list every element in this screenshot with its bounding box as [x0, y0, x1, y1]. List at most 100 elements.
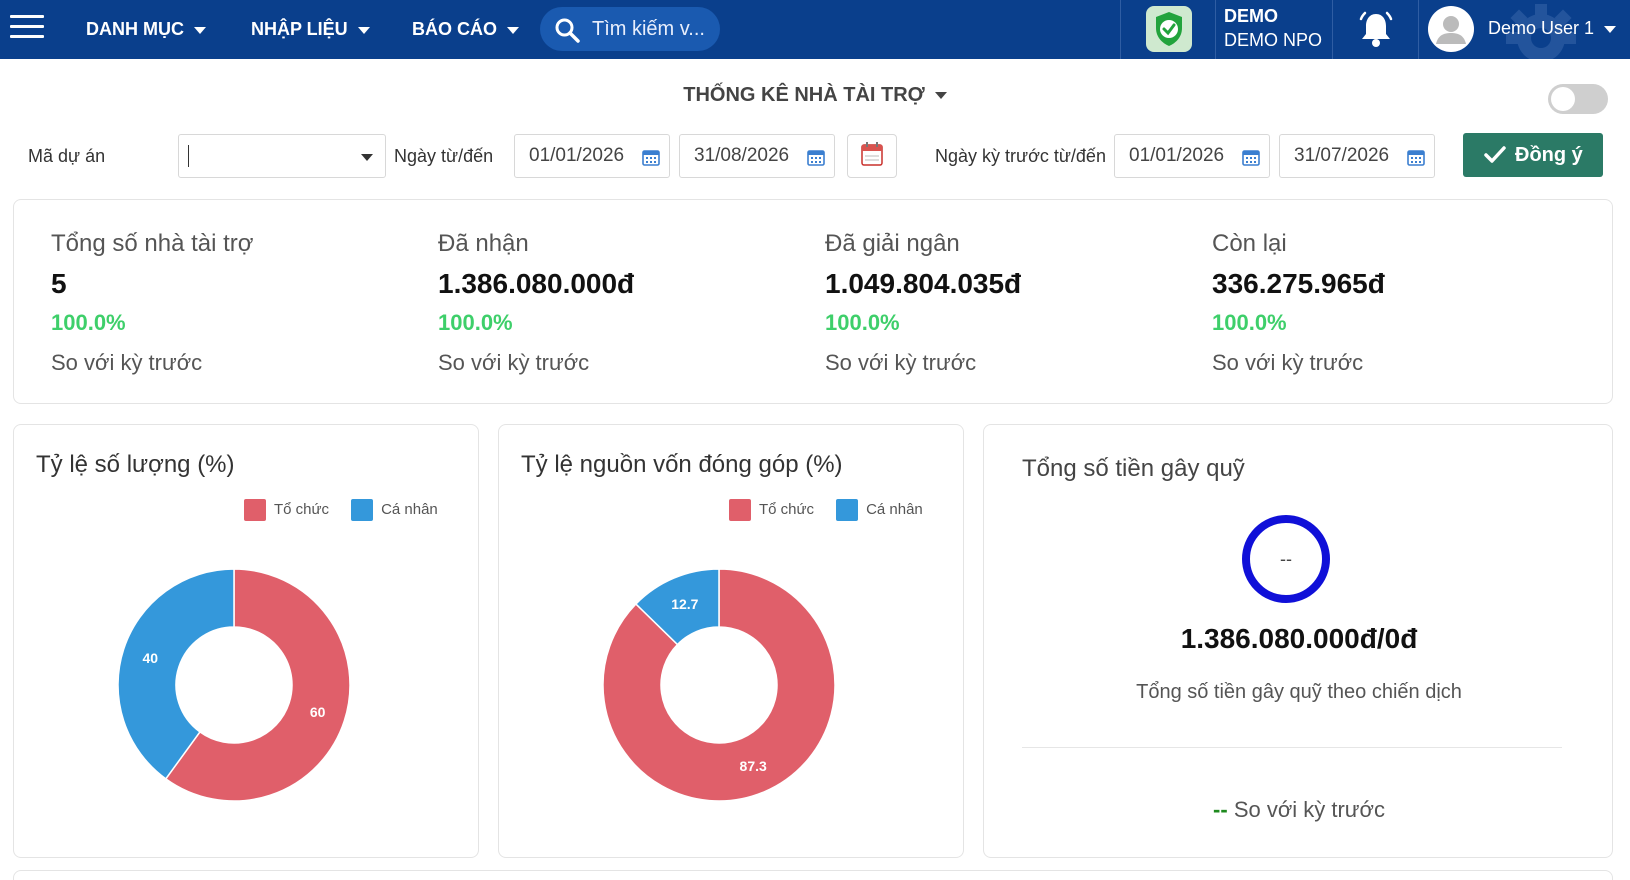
legend-item-to-chuc[interactable]: Tổ chức: [244, 499, 329, 521]
date-picker-button[interactable]: [847, 134, 897, 178]
stat-compare: So với kỳ trước: [438, 350, 590, 375]
gear-icon: [1506, 4, 1576, 59]
stat-title: Còn lại: [1212, 230, 1287, 257]
user-name: Demo User 1: [1488, 18, 1595, 38]
date-from-value: 01/01/2026: [529, 145, 625, 166]
stat-percent: 100.0%: [438, 310, 513, 335]
prev-range-label: Ngày kỳ trước từ/đến: [935, 146, 1106, 166]
date-to-input[interactable]: 31/08/2026: [679, 134, 835, 178]
stat-percent: 100.0%: [51, 310, 126, 335]
fundraising-caption: Tổng số tiền gây quỹ theo chiến dịch: [1136, 681, 1462, 703]
stat-compare: So với kỳ trước: [825, 350, 977, 375]
stat-percent: 100.0%: [825, 310, 900, 335]
project-select[interactable]: [178, 134, 386, 178]
stat-value: 336.275.965đ: [1212, 268, 1385, 299]
stat-value: 1.386.080.000đ: [438, 268, 635, 299]
donut-slice-to-chuc[interactable]: [602, 568, 836, 802]
nav-danh-muc[interactable]: DANH MỤC: [86, 0, 206, 59]
summary-card: Tổng số nhà tài trợ 5 100.0% So với kỳ t…: [13, 199, 1613, 404]
chart-legend: Tổ chức Cá nhân: [244, 499, 460, 521]
agree-button[interactable]: Đồng ý: [1463, 133, 1603, 177]
chart-card-quantity: Tỷ lệ số lượng (%) Tổ chức Cá nhân 60 40: [13, 424, 479, 858]
chevron-down-icon: [361, 154, 373, 161]
nav-danh-muc-label: DANH MỤC: [86, 19, 184, 39]
compare-label: So với kỳ trước: [1233, 797, 1385, 822]
checkmark-icon: [1484, 146, 1506, 163]
fundraising-value: 1.386.080.000đ/0đ: [1180, 623, 1418, 654]
donut-slice-ca-nhan[interactable]: [634, 568, 720, 646]
date-from-input[interactable]: 01/01/2026: [514, 134, 670, 178]
divider: [1022, 747, 1562, 748]
slice-value-label: 87.3: [740, 758, 767, 774]
stat-percent: 100.0%: [1212, 310, 1287, 335]
nav-bao-cao-label: BÁO CÁO: [412, 19, 497, 39]
stat-compare: So với kỳ trước: [1212, 350, 1364, 375]
user-icon: [1436, 16, 1466, 44]
calendar-icon: [807, 150, 825, 166]
chevron-down-icon: [507, 26, 519, 34]
menu-icon[interactable]: [10, 15, 44, 41]
bottom-card: [13, 870, 1613, 880]
donut-chart: 60 40: [117, 568, 351, 802]
search-input[interactable]: Tìm kiếm v...: [540, 7, 720, 51]
donut-chart: 87.3 12.7: [602, 568, 836, 802]
slice-value-label: 60: [310, 704, 326, 720]
chart-title: Tỷ lệ số lượng (%): [36, 451, 235, 478]
legend-label: Tổ chức: [759, 500, 815, 518]
user-menu[interactable]: Demo User 1: [1488, 0, 1617, 56]
stat-compare: So với kỳ trước: [51, 350, 203, 375]
calendar-icon: [642, 150, 660, 166]
date-range-label: Ngày từ/đến: [394, 146, 494, 166]
calendar-icon: [1242, 150, 1260, 166]
toggle-knob: [1551, 87, 1575, 111]
page-title[interactable]: THỐNG KÊ NHÀ TÀI TRỢ: [0, 84, 1630, 107]
date-to-value: 31/08/2026: [694, 145, 790, 166]
legend-item-to-chuc[interactable]: Tổ chức: [729, 499, 814, 521]
legend-item-ca-nhan[interactable]: Cá nhân: [836, 499, 923, 521]
text-cursor: [188, 145, 189, 167]
stat-title: Đã giải ngân: [825, 230, 960, 257]
stat-value: 5: [51, 268, 67, 299]
shield-check-icon[interactable]: [1146, 6, 1192, 52]
legend-swatch: [836, 499, 859, 521]
slice-value-label: 12.7: [671, 596, 698, 612]
fundraising-card: Tổng số tiền gây quỹ -- 1.386.080.000đ/0…: [983, 424, 1613, 858]
legend-swatch: [244, 499, 266, 521]
slice-value-label: 40: [143, 650, 159, 666]
divider: [1418, 0, 1419, 59]
compare-value: --: [1213, 797, 1228, 822]
chevron-down-icon: [1604, 25, 1617, 33]
calendar-icon: [1407, 150, 1425, 166]
legend-item-ca-nhan[interactable]: Cá nhân: [351, 499, 438, 521]
prev-to-value: 31/07/2026: [1294, 145, 1390, 166]
prev-to-input[interactable]: 31/07/2026: [1279, 134, 1435, 178]
legend-swatch: [729, 499, 751, 521]
chevron-down-icon: [357, 26, 370, 34]
search-placeholder: Tìm kiếm v...: [592, 18, 705, 40]
chevron-down-icon: [194, 26, 206, 34]
divider: [1120, 0, 1121, 59]
calendar-icon: [861, 142, 883, 166]
page-title-text: THỐNG KÊ NHÀ TÀI TRỢ: [683, 84, 925, 106]
stat-title: Đã nhận: [438, 230, 529, 257]
divider: [1332, 0, 1333, 59]
org-switcher[interactable]: DEMO DEMO NPO: [1224, 4, 1322, 52]
chart-legend: Tổ chức Cá nhân: [729, 499, 945, 521]
prev-from-input[interactable]: 01/01/2026: [1114, 134, 1270, 178]
stat-value: 1.049.804.035đ: [825, 268, 1022, 299]
legend-label: Cá nhân: [866, 500, 923, 518]
view-toggle[interactable]: [1548, 84, 1608, 114]
bell-icon[interactable]: [1356, 9, 1396, 49]
legend-label: Cá nhân: [381, 500, 438, 518]
donut-slice-ca-nhan[interactable]: [117, 568, 235, 780]
donut-slice-to-chuc[interactable]: [164, 568, 351, 802]
legend-swatch: [351, 499, 374, 521]
stat-title: Tổng số nhà tài trợ: [51, 230, 254, 257]
avatar[interactable]: [1428, 6, 1474, 52]
agree-label: Đồng ý: [1515, 144, 1583, 166]
nav-bao-cao[interactable]: BÁO CÁO: [412, 0, 519, 59]
nav-nhap-lieu-label: NHẬP LIỆU: [251, 19, 348, 39]
search-icon: [555, 18, 580, 43]
prev-from-value: 01/01/2026: [1129, 145, 1225, 166]
nav-nhap-lieu[interactable]: NHẬP LIỆU: [251, 0, 370, 59]
